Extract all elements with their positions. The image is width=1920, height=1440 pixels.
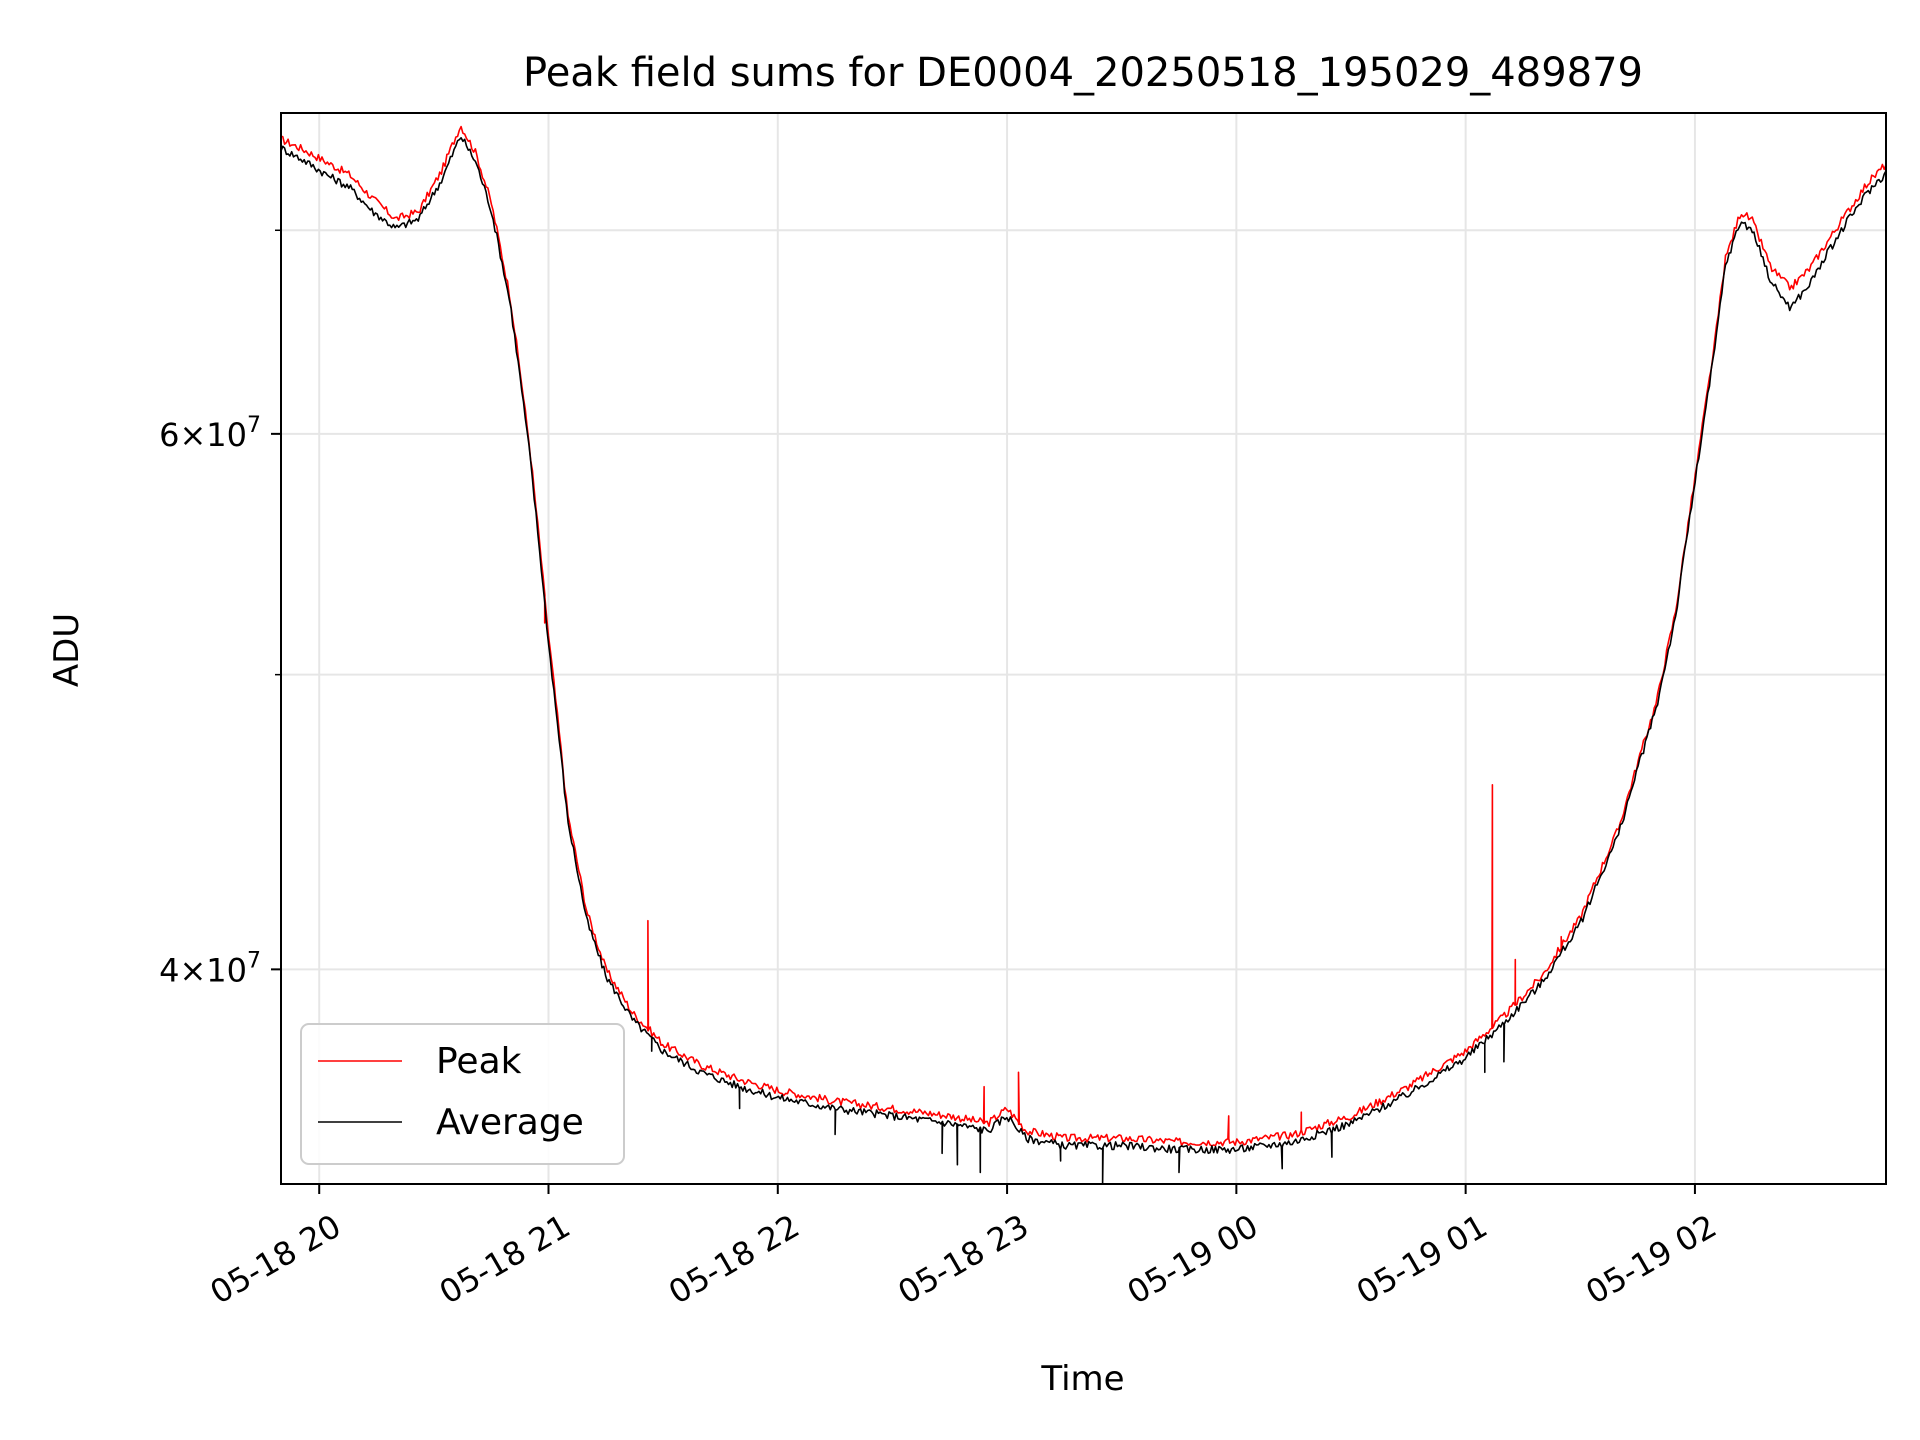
chart-title: Peak field sums for DE0004_20250518_1950… [523, 50, 1643, 96]
y-axis: 4×107 6×107 [159, 229, 281, 989]
y-tick-label: 6×107 [159, 413, 261, 454]
series-layer [281, 125, 1886, 1184]
series-line-peak [281, 125, 1886, 1147]
y-tick-label: 4×107 [159, 948, 261, 989]
legend-label-average: Average [436, 1102, 584, 1143]
legend-box [300, 1023, 625, 1165]
legend-label-peak: Peak [436, 1041, 522, 1082]
y-axis-label: ADU [47, 613, 87, 687]
series-line-average [281, 137, 1886, 1184]
legend: Peak Average [300, 1023, 625, 1165]
x-axis-label: Time [1040, 1359, 1124, 1399]
plot-frame [280, 112, 1887, 1185]
grid [281, 113, 1886, 1184]
